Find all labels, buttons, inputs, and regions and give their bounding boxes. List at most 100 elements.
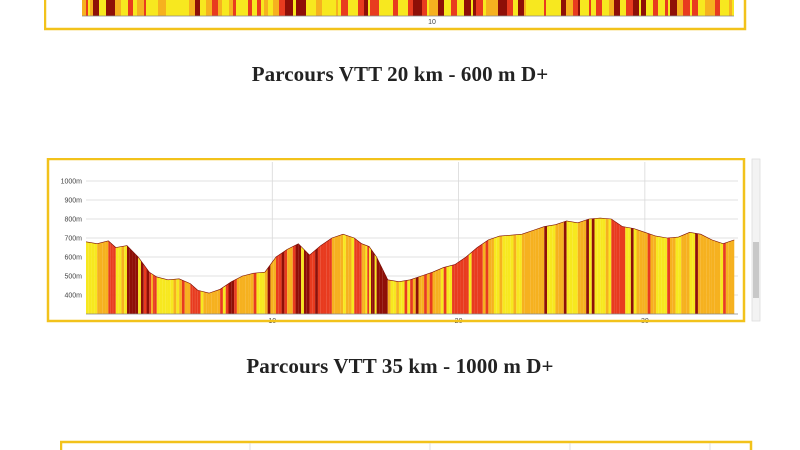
profile-segment [538,227,542,314]
profile-segment [138,257,141,314]
profile-segment [498,0,501,16]
elevation-profile [86,218,735,314]
profile-segment [449,265,453,314]
profile-segment [563,220,567,314]
profile-segment [530,230,534,314]
profile-segment [438,0,444,16]
profile-segment [667,237,671,314]
profile-segment [427,0,429,16]
profile-segment [296,0,300,16]
profile-segment [97,242,100,314]
profile-segment [285,0,287,16]
profile-segment [614,220,617,314]
profile-segment [351,0,358,16]
profile-segment [309,252,313,314]
profile-segment [137,0,144,16]
profile-segment [650,234,654,314]
profile-segment [622,226,626,314]
profile-segment [256,272,260,314]
profile-segment [393,280,397,314]
profile-segment [110,242,113,314]
profile-segment [379,262,383,314]
profile-segment [340,234,344,314]
profile-segment [128,0,131,16]
profile-segment [393,0,398,16]
profile-segment [573,0,578,16]
profile-segment [345,235,349,314]
profile-segment [149,272,152,314]
profile-segment [496,236,500,314]
profile-segment [661,237,665,314]
profile-segment [115,247,119,314]
profile-segment [588,218,592,314]
profile-segment [187,282,191,314]
profile-segment [206,292,209,314]
profile-segment [287,0,293,16]
profile-segment [401,280,405,314]
profile-segment [242,275,246,314]
profile-segment [206,0,212,16]
profile-segment [700,234,704,314]
profile-segment [233,0,236,16]
profile-segment [203,291,207,314]
profile-segment [451,0,454,16]
profile-segment [600,218,603,314]
profile-segment [474,247,478,314]
profile-segment [463,257,467,314]
profile-segment [677,0,683,16]
profile-segment [359,242,362,314]
profile-segment [552,224,556,314]
profile-segment [507,235,511,314]
profile-segment [583,219,587,314]
y-tick-label: 400m [64,293,82,300]
profile-segment [689,232,693,314]
elevation-chart-top: 10 [44,0,750,32]
profile-segment [527,231,531,314]
profile-segment [190,283,193,314]
profile-segment [492,0,498,16]
profile-segment [717,241,721,314]
profile-segment [670,237,673,314]
profile-segment [566,0,573,16]
profile-segment [376,257,380,314]
profile-segment [195,0,200,16]
profile-segment [146,268,150,314]
profile-segment [700,0,705,16]
profile-segment [533,229,536,314]
profile-segment [351,237,355,314]
profile-segment [381,0,384,16]
profile-segment [614,0,620,16]
profile-segment [312,250,316,314]
profile-segment [646,0,653,16]
profile-segment [486,0,492,16]
elevation-chart-bottom [60,440,760,450]
profile-segment [505,235,508,314]
profile-segment [228,281,232,314]
profile-segment [524,0,526,16]
caption-route-20: Parcours VTT 20 km - 600 m D+ [251,62,549,86]
profile-segment [317,245,321,314]
profile-segment [589,0,591,16]
profile-segment [407,279,411,314]
profile-segment [483,0,486,16]
profile-segment [306,252,310,314]
profile-segment [544,226,548,314]
profile-segment [354,238,357,314]
profile-segment [208,292,212,314]
profile-segment [390,280,394,314]
profile-segment [499,235,503,314]
profile-segment [222,0,229,16]
profile-segment [301,246,304,314]
profile-segment [131,0,133,16]
profile-segment [471,249,475,314]
profile-segment [664,237,668,314]
profile-segment [556,0,561,16]
profile-segment [585,0,589,16]
profile-segment [561,0,566,16]
profile-segment [184,281,188,314]
profile-segment [336,0,338,16]
profile-segment [259,272,263,314]
profile-segment [156,276,160,314]
profile-segment [444,0,451,16]
profile-segment [105,240,109,314]
